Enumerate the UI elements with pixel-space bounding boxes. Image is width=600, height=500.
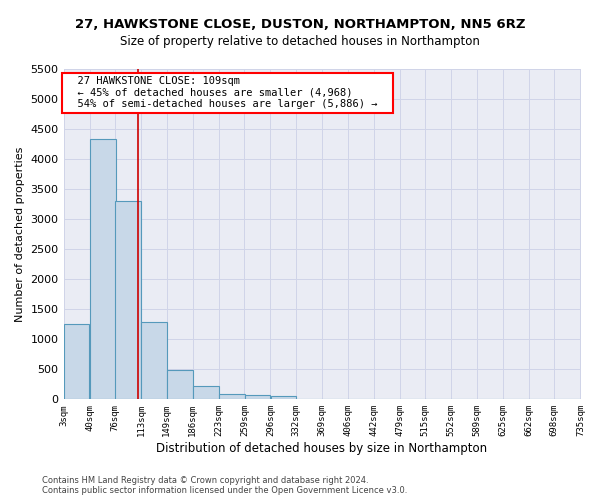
Bar bbox=[64, 324, 89, 400]
Y-axis label: Number of detached properties: Number of detached properties bbox=[15, 146, 25, 322]
Text: Contains public sector information licensed under the Open Government Licence v3: Contains public sector information licen… bbox=[42, 486, 407, 495]
Bar bbox=[271, 396, 296, 400]
Text: 27, HAWKSTONE CLOSE, DUSTON, NORTHAMPTON, NN5 6RZ: 27, HAWKSTONE CLOSE, DUSTON, NORTHAMPTON… bbox=[75, 18, 525, 30]
Bar bbox=[245, 396, 270, 400]
Bar bbox=[90, 138, 116, 400]
Bar bbox=[219, 394, 245, 400]
Text: 27 HAWKSTONE CLOSE: 109sqm  
  ← 45% of detached houses are smaller (4,968)  
  : 27 HAWKSTONE CLOSE: 109sqm ← 45% of deta… bbox=[65, 76, 390, 110]
Bar bbox=[167, 370, 193, 400]
Text: Size of property relative to detached houses in Northampton: Size of property relative to detached ho… bbox=[120, 35, 480, 48]
Bar bbox=[142, 322, 167, 400]
Bar bbox=[193, 386, 219, 400]
X-axis label: Distribution of detached houses by size in Northampton: Distribution of detached houses by size … bbox=[157, 442, 488, 455]
Text: Contains HM Land Registry data © Crown copyright and database right 2024.: Contains HM Land Registry data © Crown c… bbox=[42, 476, 368, 485]
Bar bbox=[115, 201, 141, 400]
